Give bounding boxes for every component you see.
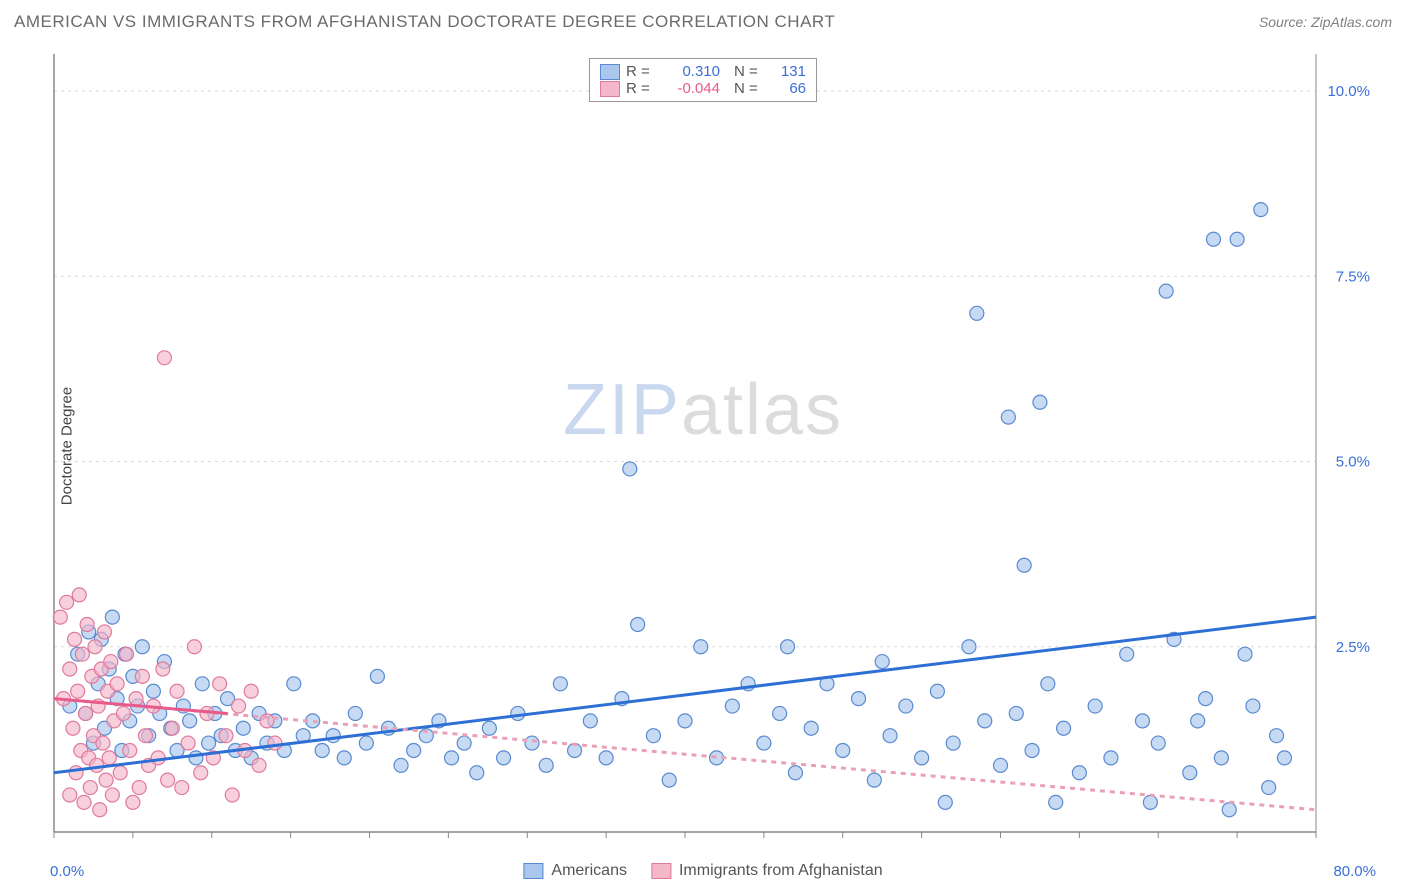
legend-swatch-pink	[651, 863, 671, 879]
correlation-legend: R = 0.310 N = 131 R = -0.044 N = 66	[589, 58, 817, 102]
legend-r-label: R =	[626, 63, 654, 80]
source-credit: Source: ZipAtlas.com	[1259, 14, 1392, 30]
x-axis-min: 0.0%	[50, 863, 84, 880]
scatter-plot: 2.5% 5.0% 7.5% 10.0%	[50, 50, 1376, 842]
legend-n-value-pink: 66	[770, 80, 806, 97]
legend-r-value-pink: -0.044	[660, 80, 720, 97]
legend-r-value-blue: 0.310	[660, 63, 720, 80]
legend-n-label: N =	[734, 63, 764, 80]
legend-n-label: N =	[734, 80, 764, 97]
legend-n-value-blue: 131	[770, 63, 806, 80]
legend-label-immigrants: Immigrants from Afghanistan	[679, 862, 883, 880]
legend-swatch-blue	[600, 64, 620, 80]
chart-title: AMERICAN VS IMMIGRANTS FROM AFGHANISTAN …	[14, 12, 835, 32]
x-axis-max: 80.0%	[1333, 863, 1376, 880]
svg-text:2.5%: 2.5%	[1336, 639, 1370, 656]
legend-row-immigrants: R = -0.044 N = 66	[600, 80, 806, 97]
svg-text:5.0%: 5.0%	[1336, 454, 1370, 471]
legend-item-americans: Americans	[523, 862, 627, 880]
legend-r-label: R =	[626, 80, 654, 97]
svg-text:10.0%: 10.0%	[1327, 83, 1370, 100]
legend-swatch-pink	[600, 81, 620, 97]
legend-label-americans: Americans	[551, 862, 627, 880]
legend-swatch-blue	[523, 863, 543, 879]
legend-row-americans: R = 0.310 N = 131	[600, 63, 806, 80]
svg-text:7.5%: 7.5%	[1336, 268, 1370, 285]
series-legend: Americans Immigrants from Afghanistan	[523, 862, 882, 880]
legend-item-immigrants: Immigrants from Afghanistan	[651, 862, 883, 880]
